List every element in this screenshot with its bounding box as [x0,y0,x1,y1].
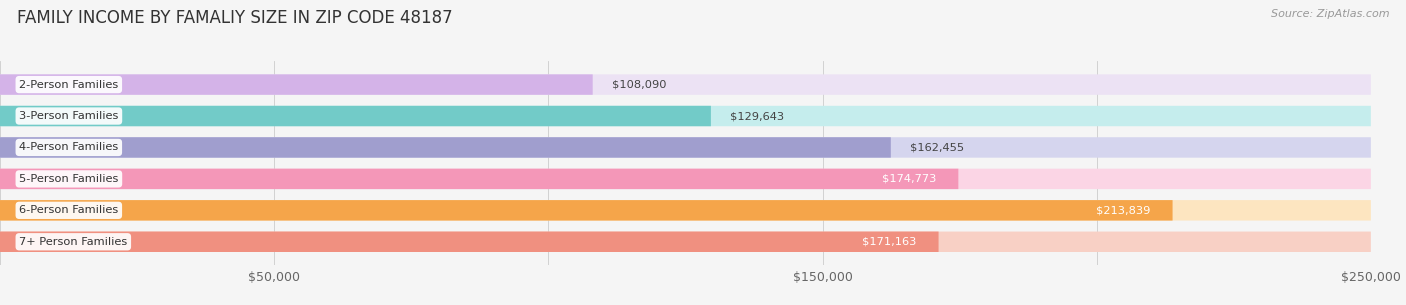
Text: 7+ Person Families: 7+ Person Families [20,237,128,247]
FancyBboxPatch shape [0,231,939,252]
Text: $171,163: $171,163 [862,237,917,247]
Text: 2-Person Families: 2-Person Families [20,80,118,90]
Text: 4-Person Families: 4-Person Families [20,142,118,152]
Text: $174,773: $174,773 [882,174,936,184]
Text: 5-Person Families: 5-Person Families [20,174,118,184]
Text: 3-Person Families: 3-Person Families [20,111,118,121]
Text: $162,455: $162,455 [910,142,965,152]
FancyBboxPatch shape [0,74,1371,95]
FancyBboxPatch shape [0,106,1371,126]
FancyBboxPatch shape [0,74,593,95]
FancyBboxPatch shape [0,200,1173,221]
FancyBboxPatch shape [0,169,959,189]
Text: FAMILY INCOME BY FAMALIY SIZE IN ZIP CODE 48187: FAMILY INCOME BY FAMALIY SIZE IN ZIP COD… [17,9,453,27]
Text: $108,090: $108,090 [612,80,666,90]
FancyBboxPatch shape [0,200,1371,221]
FancyBboxPatch shape [0,231,1371,252]
Text: 6-Person Families: 6-Person Families [20,205,118,215]
FancyBboxPatch shape [0,137,891,158]
FancyBboxPatch shape [0,106,711,126]
Text: $213,839: $213,839 [1097,205,1150,215]
Text: Source: ZipAtlas.com: Source: ZipAtlas.com [1271,9,1389,19]
FancyBboxPatch shape [0,137,1371,158]
Text: $129,643: $129,643 [730,111,785,121]
FancyBboxPatch shape [0,169,1371,189]
